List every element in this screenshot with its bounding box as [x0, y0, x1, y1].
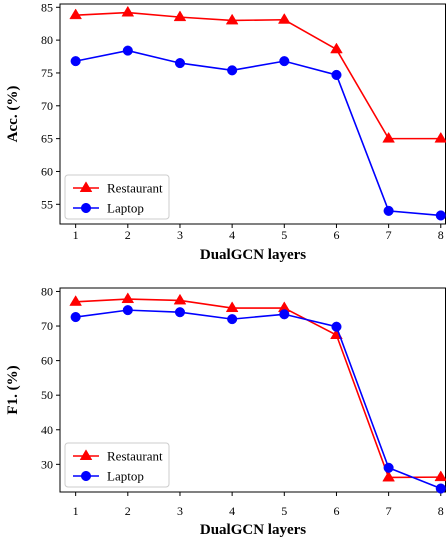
x-tick-label: 4	[229, 504, 235, 518]
data-point	[435, 210, 446, 221]
data-point	[383, 462, 394, 473]
x-tick-label: 6	[333, 504, 339, 518]
x-axis-title: DualGCN layers	[200, 522, 306, 538]
y-tick-label: 75	[41, 66, 53, 80]
y-tick-label: 65	[41, 132, 53, 146]
y-tick-label: 30	[41, 457, 53, 471]
x-tick-label: 2	[125, 504, 131, 518]
legend-label: Laptop	[107, 201, 144, 216]
x-tick-label: 7	[386, 504, 392, 518]
x-tick-label: 5	[281, 504, 287, 518]
legend-marker	[79, 181, 93, 192]
x-tick-label: 5	[281, 228, 287, 242]
series-line	[75, 49, 441, 217]
data-point	[330, 42, 343, 54]
data-point	[69, 295, 82, 306]
legend-label: Restaurant	[107, 449, 163, 464]
legend-marker	[79, 449, 93, 460]
data-point	[69, 8, 82, 20]
data-point	[173, 293, 187, 305]
data-point	[227, 65, 238, 76]
data-point	[331, 321, 342, 332]
data-point	[174, 307, 186, 318]
y-tick-label: 85	[41, 0, 53, 14]
legend-marker	[80, 470, 92, 482]
y-tick-label: 80	[41, 284, 53, 298]
data-point	[70, 311, 81, 323]
data-point	[70, 56, 81, 67]
series-laptop	[70, 45, 446, 221]
data-point	[434, 131, 446, 143]
series-line	[75, 309, 442, 490]
data-point	[383, 205, 394, 216]
data-point	[122, 305, 133, 316]
y-tick-label: 40	[41, 423, 53, 437]
series-laptop	[70, 305, 446, 494]
legend-label: Laptop	[107, 469, 144, 484]
x-tick-label: 4	[229, 228, 235, 242]
x-tick-label: 7	[386, 228, 392, 242]
series-restaurant	[69, 292, 446, 482]
data-point	[277, 13, 291, 24]
legend: Restaurant Laptop	[64, 174, 170, 220]
data-point	[434, 470, 446, 482]
x-tick-label: 1	[73, 504, 79, 518]
data-point	[279, 309, 290, 320]
data-point	[225, 301, 239, 313]
x-tick-label: 6	[333, 228, 339, 242]
x-tick-label: 1	[73, 228, 79, 242]
data-point	[382, 131, 395, 143]
y-tick-label: 60	[41, 354, 53, 368]
data-point	[227, 314, 238, 325]
y-tick-label: 50	[41, 388, 53, 402]
y-tick-label: 70	[41, 319, 53, 333]
x-tick-label: 8	[438, 228, 444, 242]
y-axis-title: F1. (%)	[5, 365, 21, 414]
data-point	[225, 13, 239, 25]
x-axis-title: DualGCN layers	[200, 247, 306, 263]
y-axis-title: Acc. (%)	[5, 86, 21, 143]
x-tick-label: 3	[177, 228, 183, 242]
data-point	[121, 5, 135, 17]
data-point	[121, 292, 135, 304]
data-point	[173, 10, 187, 22]
data-point	[435, 483, 446, 494]
legend-marker	[80, 202, 92, 214]
series-restaurant	[69, 5, 446, 143]
y-tick-label: 80	[41, 33, 53, 47]
series-line	[75, 11, 441, 140]
x-tick-label: 2	[125, 228, 131, 242]
y-tick-label: 60	[41, 164, 53, 178]
data-point	[279, 56, 290, 67]
chart-panel-1: 1 2 3 4 5 6 7 8 55 60 65 70 75 80 85 DualGCN layers Acc.…	[5, 0, 446, 263]
legend: Restaurant Laptop	[64, 442, 170, 488]
x-tick-label: 8	[438, 504, 444, 518]
data-point	[331, 69, 342, 80]
y-tick-label: 70	[41, 99, 53, 113]
y-tick-label: 55	[41, 197, 53, 211]
series-line	[75, 298, 441, 479]
data-point	[174, 58, 186, 69]
chart-panel-2: 1 2 3 4 5 6 7 8 30 40 50 60 70 80 DualGCN layers F1. (%…	[5, 284, 446, 538]
data-point	[382, 470, 395, 482]
x-tick-label: 3	[177, 504, 183, 518]
data-point	[122, 45, 133, 56]
legend-label: Restaurant	[107, 181, 163, 196]
